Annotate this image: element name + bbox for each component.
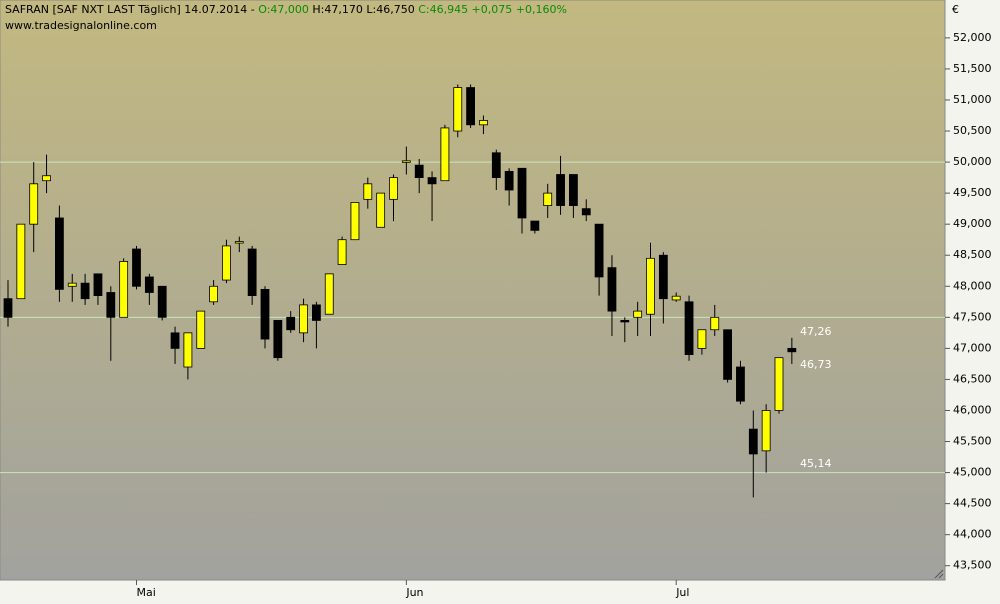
candle-body (42, 175, 51, 182)
y-tick-label: 44,000 (953, 528, 992, 541)
candle-body (324, 273, 334, 315)
y-tick-label: 49,500 (953, 186, 992, 199)
candle-body (517, 167, 527, 219)
y-tick-label: 51,000 (953, 93, 992, 106)
candle-body (234, 241, 244, 244)
source: www.tradesignalonline.com (5, 19, 157, 32)
y-tick-label: 52,000 (953, 31, 992, 44)
candle-body (55, 217, 64, 290)
header-open: O:47,000 (258, 3, 309, 16)
candle-body (748, 428, 758, 455)
y-tick-label: 46,500 (953, 372, 992, 385)
x-tick-label: Mai (137, 586, 156, 599)
candle-body (620, 320, 630, 323)
price-annotation: 45,14 (800, 457, 832, 470)
candle-body (299, 304, 308, 334)
plot-area (0, 0, 946, 581)
candle-body (119, 261, 129, 318)
y-tick-label: 51,500 (953, 62, 992, 75)
candle-body (414, 164, 424, 179)
x-tick-label: Jun (405, 586, 423, 599)
y-tick-label: 46,000 (953, 403, 992, 416)
candle-body (350, 202, 360, 241)
candle-body (106, 292, 116, 318)
candle-body (761, 410, 771, 452)
y-tick-label: 47,000 (953, 341, 992, 354)
candle-body (93, 273, 103, 296)
y-tick-label: 43,500 (953, 559, 992, 572)
candle-body (157, 285, 167, 318)
candle-body (401, 160, 411, 163)
price-annotation: 46,73 (800, 358, 832, 371)
candle-body (697, 329, 707, 349)
x-tick-label: Jul (675, 586, 689, 599)
candle-body (209, 285, 219, 303)
candle-body (479, 120, 488, 126)
candle-body (504, 170, 514, 191)
candle-body (581, 208, 591, 216)
chart-header: SAFRAN [SAF NXT LAST Täglich] 14.07.2014… (5, 3, 567, 16)
candle-body (723, 329, 732, 380)
candle-body (337, 239, 347, 265)
y-tick-label: 45,000 (953, 466, 992, 479)
currency: € (952, 3, 959, 16)
candle-body (658, 254, 668, 300)
y-tick-label: 50,500 (953, 124, 992, 137)
candle-body (16, 223, 26, 300)
candle-body (736, 366, 745, 402)
candle-body (671, 295, 681, 301)
candle-body (376, 192, 386, 228)
candle-body (247, 248, 257, 296)
candle-body (440, 127, 450, 182)
candle-body (286, 316, 296, 331)
candle-body (170, 332, 180, 349)
candle-body (633, 310, 643, 318)
header-high-low: H:47,170 L:46,750 (309, 3, 418, 16)
candle-body (80, 282, 90, 300)
candle-body (787, 347, 797, 353)
candle-body (67, 282, 77, 287)
y-tick-label: 47,500 (953, 310, 992, 323)
candle-body (530, 220, 540, 231)
y-tick-label: 50,000 (953, 155, 992, 168)
candle-body (29, 183, 39, 225)
candle-body (710, 316, 720, 331)
candle-body (389, 177, 398, 200)
candle-body (569, 174, 578, 206)
y-tick-label: 48,000 (953, 279, 992, 292)
candle-body (543, 192, 553, 206)
y-tick-label: 44,500 (953, 497, 992, 510)
header-close: C:46,945 +0,075 +0,160% (418, 3, 567, 16)
candle-body (132, 248, 141, 287)
candle-body (556, 174, 565, 206)
y-tick-label: 45,500 (953, 435, 992, 448)
candle-body (363, 183, 373, 200)
candle-body (260, 288, 270, 340)
candle-body (183, 332, 193, 368)
candle-body (3, 298, 13, 318)
candle-body (491, 152, 501, 179)
candle-body (684, 301, 694, 355)
candle-body (453, 87, 463, 132)
y-tick-label: 48,500 (953, 248, 992, 261)
price-annotation: 47,26 (800, 325, 832, 338)
candle-body (607, 267, 617, 312)
candle-body (144, 276, 154, 293)
y-tick-label: 49,000 (953, 217, 992, 230)
candle-body (427, 177, 437, 185)
candle-body (594, 223, 604, 278)
candle-body (196, 310, 206, 349)
candle-body (646, 257, 655, 315)
candle-body (273, 320, 283, 359)
candle-body (311, 304, 321, 321)
candle-body (774, 357, 784, 411)
candle-body (466, 87, 476, 126)
header-name: SAFRAN [SAF NXT LAST Täglich] 14.07.2014… (5, 3, 258, 16)
resize-handle (934, 569, 944, 579)
candle-body (222, 245, 231, 281)
